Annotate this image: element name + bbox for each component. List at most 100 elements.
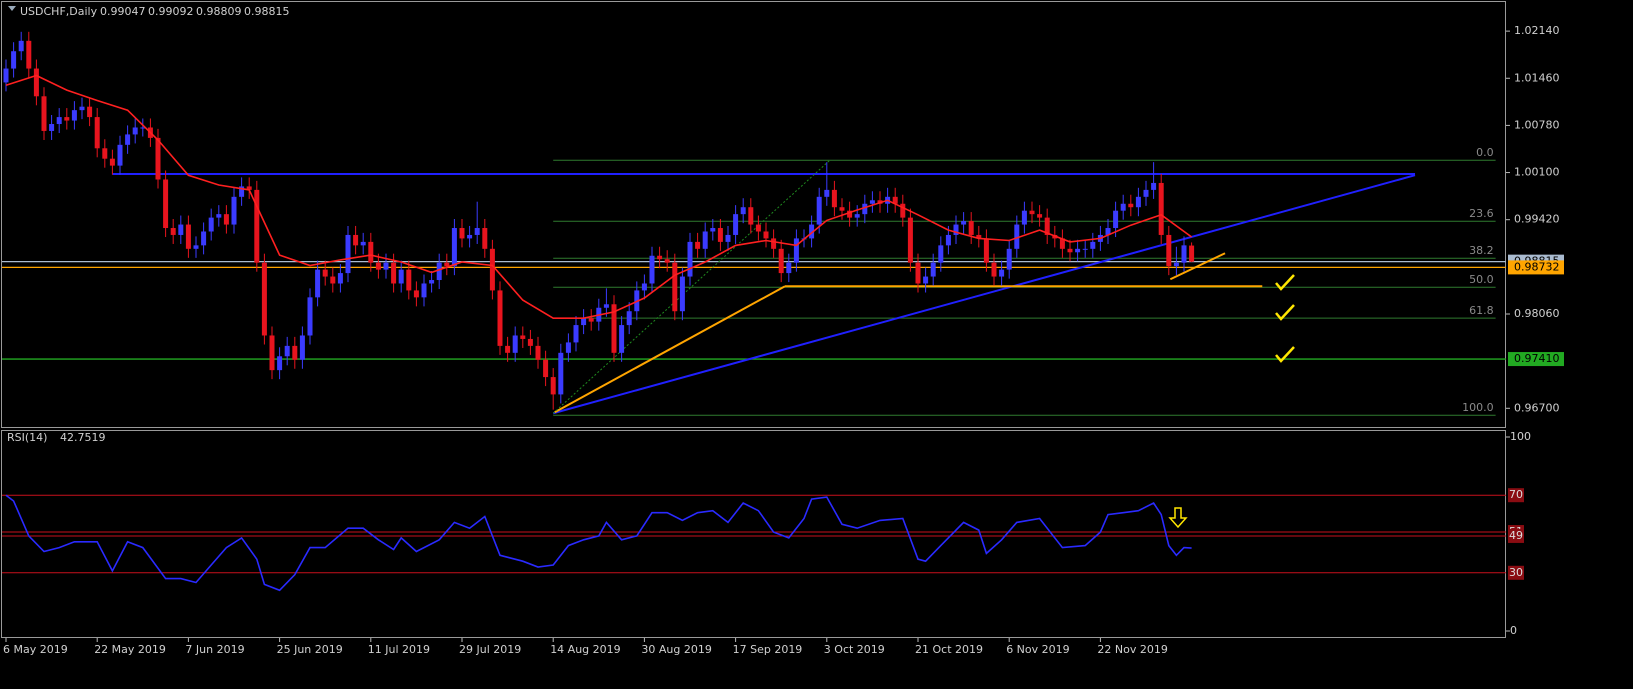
candle-body	[831, 189, 837, 208]
x-tick-label: 6 May 2019	[3, 643, 68, 656]
candles	[3, 31, 1195, 410]
candle-body	[239, 186, 245, 197]
candle-body	[626, 311, 632, 326]
candle-body	[383, 262, 389, 270]
candle-body	[315, 269, 321, 298]
candle-body	[360, 241, 366, 246]
candle-body	[664, 259, 670, 263]
candle-body	[543, 359, 549, 378]
candle-body	[565, 342, 571, 353]
ohlc-value: 0.98809	[196, 5, 242, 18]
trend-line	[552, 174, 1416, 415]
candle-body	[1189, 245, 1195, 262]
candle-body	[1135, 196, 1141, 208]
candle-body	[550, 377, 556, 395]
candle-body	[862, 203, 868, 215]
candle-body	[1120, 203, 1126, 211]
fib-label: 23.6	[1469, 207, 1494, 220]
rsi-title: RSI(14)	[7, 431, 47, 444]
candle-body	[687, 241, 693, 277]
candle-body	[1151, 182, 1157, 190]
candle-body	[968, 221, 974, 235]
candle-body	[763, 231, 769, 239]
x-tick-label: 14 Aug 2019	[550, 643, 620, 656]
x-tick-label: 22 May 2019	[94, 643, 166, 656]
candle-body	[353, 234, 359, 246]
candle-body	[915, 262, 921, 284]
fib-label: 61.8	[1469, 304, 1494, 317]
x-tick-label: 17 Sep 2019	[733, 643, 803, 656]
candle-body	[140, 127, 146, 129]
candle-body	[1090, 241, 1096, 249]
candle-body	[132, 127, 138, 135]
candle-body	[413, 290, 419, 298]
ohlc-value: 0.99047	[100, 5, 146, 18]
collapse-icon[interactable]	[8, 6, 16, 11]
rsi-level-box	[1508, 488, 1524, 503]
candle-body	[87, 106, 93, 118]
checkmark	[1275, 304, 1295, 321]
price-marker	[1508, 260, 1564, 275]
candle-body	[79, 106, 85, 111]
candle-body	[847, 210, 853, 218]
candle-body	[246, 186, 252, 190]
symbol: USDCHF,Daily	[20, 5, 98, 18]
candle-body	[223, 214, 229, 225]
candle-body	[999, 269, 1005, 277]
candle-body	[421, 283, 427, 298]
candle-body	[1113, 210, 1119, 229]
candle-body	[1021, 210, 1027, 225]
candle-body	[649, 255, 655, 284]
x-tick-label: 21 Oct 2019	[915, 643, 983, 656]
x-tick-label: 30 Aug 2019	[641, 643, 711, 656]
candle-body	[201, 231, 207, 246]
candle-body	[41, 96, 47, 131]
candle-body	[406, 269, 412, 291]
y-tick-label: 1.01460	[1514, 71, 1560, 84]
candle-body	[1037, 214, 1043, 218]
candle-body	[277, 356, 283, 371]
candle-body	[254, 189, 260, 263]
candle-body	[588, 318, 594, 322]
rsi-level-label: 70	[1509, 488, 1523, 501]
candle-body	[679, 276, 685, 312]
candle-body	[793, 238, 799, 263]
candle-body	[170, 228, 176, 235]
candle-body	[451, 228, 457, 267]
candle-body	[497, 290, 503, 346]
x-tick-label: 11 Jul 2019	[368, 643, 430, 656]
candle-body	[938, 245, 944, 263]
candle-body	[512, 335, 518, 353]
candle-body	[945, 234, 951, 246]
candle-body	[56, 117, 62, 125]
candle-body	[3, 68, 9, 83]
candle-body	[375, 262, 381, 270]
ohlc-value: 0.98815	[244, 5, 290, 18]
candle-body	[467, 234, 473, 239]
candle-body	[109, 158, 115, 166]
y-tick-label: 0.99420	[1514, 213, 1560, 226]
candle-body	[672, 262, 678, 312]
candle-body	[581, 318, 587, 326]
rsi-tick-label: 100	[1510, 430, 1531, 443]
checkmarks	[1275, 274, 1295, 363]
candle-body	[444, 262, 450, 267]
candle-body	[307, 297, 313, 336]
candle-body	[839, 207, 845, 211]
candle-body	[261, 262, 267, 336]
y-tick-label: 0.96700	[1514, 401, 1560, 414]
rsi-pane-border	[1, 430, 1506, 638]
fib-label: 38.2	[1469, 244, 1494, 257]
candle-body	[474, 228, 480, 235]
rsi-last: 42.7519	[60, 431, 106, 444]
candle-body	[1044, 217, 1050, 235]
y-tick-label: 0.98060	[1514, 307, 1560, 320]
price-marker	[1508, 352, 1564, 367]
candle-body	[269, 335, 275, 371]
candle-body	[1143, 189, 1149, 197]
x-tick-label: 7 Jun 2019	[185, 643, 244, 656]
y-tick-label: 1.02140	[1514, 24, 1560, 37]
candle-body	[755, 224, 761, 232]
candle-body	[64, 117, 70, 121]
